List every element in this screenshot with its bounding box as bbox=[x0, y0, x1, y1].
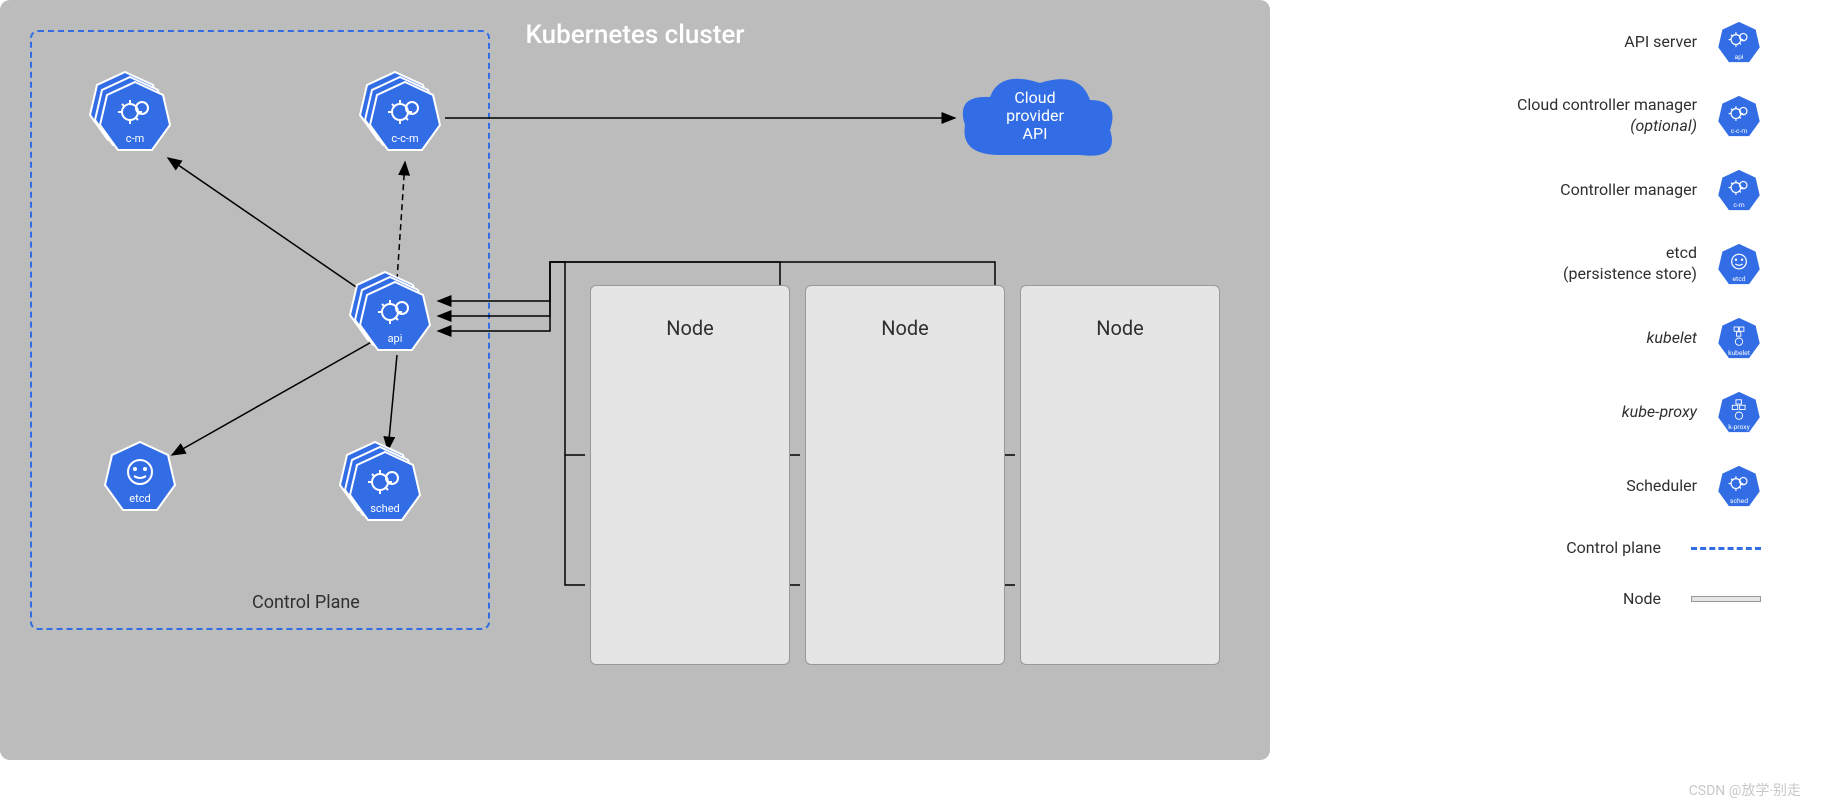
svg-text:c-m: c-m bbox=[1733, 201, 1744, 209]
node-box-1: Node bbox=[590, 285, 790, 665]
kubelet-icon: kubelet bbox=[1717, 316, 1761, 360]
cloud-provider-api: Cloud provider API bbox=[963, 79, 1113, 156]
svg-text:sched: sched bbox=[1730, 497, 1748, 505]
node-label: Node bbox=[1096, 316, 1144, 340]
legend-item-etcd: etcd(persistence store) etcd bbox=[1501, 242, 1761, 286]
svg-text:Cloud: Cloud bbox=[1014, 88, 1055, 107]
legend-label: Scheduler bbox=[1626, 476, 1697, 497]
legend-item-k-proxy: kube-proxy k-proxy bbox=[1501, 390, 1761, 434]
svg-text:k-proxy: k-proxy bbox=[1728, 423, 1750, 431]
cluster-title: Kubernetes cluster bbox=[526, 20, 745, 50]
svg-text:etcd: etcd bbox=[1732, 275, 1745, 283]
legend-item-c-c-m: Cloud controller manager(optional) c-c-m bbox=[1501, 94, 1761, 138]
watermark: CSDN @放学·别走 bbox=[1689, 780, 1801, 800]
control-plane-box: Control Plane bbox=[30, 30, 490, 630]
control-plane-label: Control Plane bbox=[252, 592, 360, 613]
legend-label: Cloud controller manager(optional) bbox=[1517, 95, 1697, 137]
legend-item-sched: Scheduler sched bbox=[1501, 464, 1761, 508]
svg-text:kubelet: kubelet bbox=[1728, 349, 1750, 357]
cluster-container: Kubernetes cluster Control Plane bbox=[0, 0, 1270, 760]
svg-text:API: API bbox=[1023, 124, 1048, 143]
c-m-icon: c-m bbox=[1717, 168, 1761, 212]
legend-label: kubelet bbox=[1647, 328, 1697, 349]
legend-label: Controller manager bbox=[1560, 180, 1697, 201]
node-label: Node bbox=[881, 316, 929, 340]
node-box-2: Node bbox=[805, 285, 1005, 665]
legend-label: API server bbox=[1624, 32, 1697, 53]
svg-text:api: api bbox=[1734, 53, 1743, 61]
sched-icon: sched bbox=[1717, 464, 1761, 508]
etcd-icon: etcd bbox=[1717, 242, 1761, 286]
svg-text:c-c-m: c-c-m bbox=[1731, 127, 1748, 135]
api-icon: api bbox=[1717, 20, 1761, 64]
legend-item-api: API server api bbox=[1501, 20, 1761, 64]
legend-item-c-m: Controller manager c-m bbox=[1501, 168, 1761, 212]
node-label: Node bbox=[666, 316, 714, 340]
c-c-m-icon: c-c-m bbox=[1717, 94, 1761, 138]
node-box-3: Node bbox=[1020, 285, 1220, 665]
k-proxy-icon: k-proxy bbox=[1717, 390, 1761, 434]
legend-label: kube-proxy bbox=[1622, 402, 1697, 423]
legend-label: etcd(persistence store) bbox=[1563, 243, 1697, 285]
svg-text:provider: provider bbox=[1006, 106, 1064, 125]
legend: API server api Cloud controller manager(op… bbox=[1501, 20, 1761, 640]
legend-sep-control-plane: Control plane bbox=[1501, 538, 1761, 559]
legend-sep-node: Node bbox=[1501, 589, 1761, 610]
legend-item-kubelet: kubelet kubelet bbox=[1501, 316, 1761, 360]
